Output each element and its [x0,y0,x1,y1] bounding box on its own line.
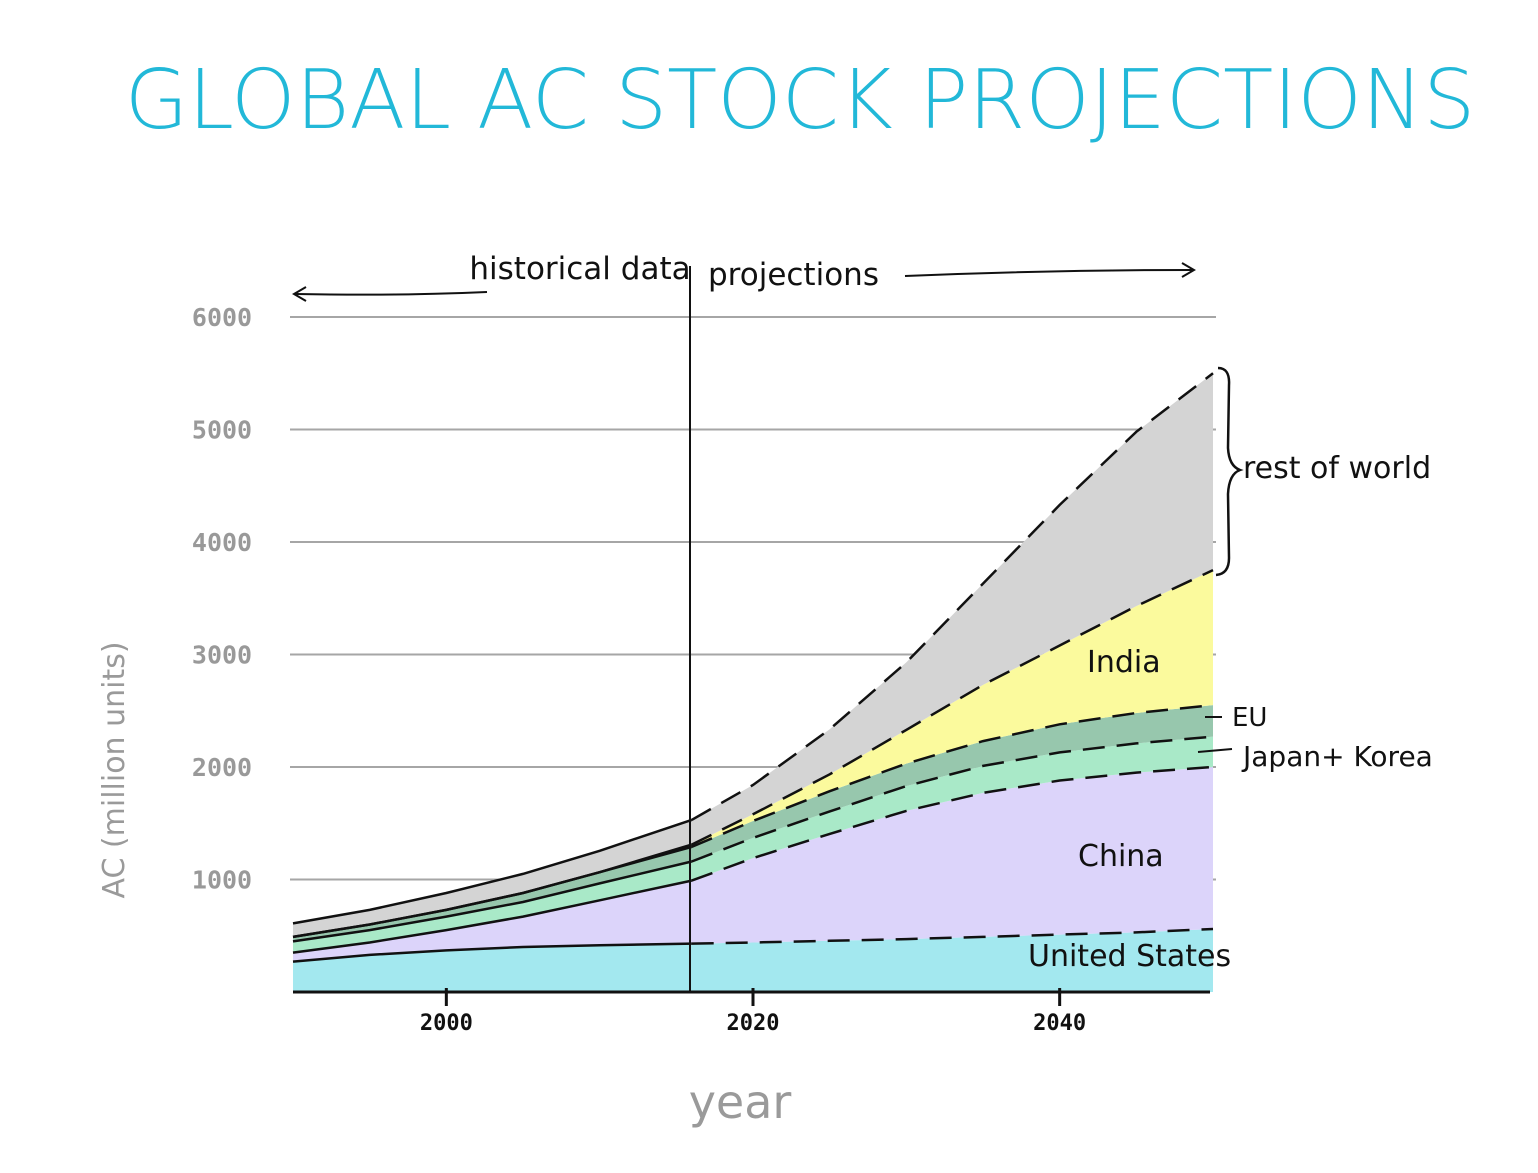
y-tick-label: 2000 [192,753,252,782]
x-axis-title: year [689,1075,792,1129]
y-tick-label: 4000 [192,528,252,557]
history-arrow [292,286,488,302]
series-boundary-historical [292,843,693,939]
area-china [293,767,1213,962]
label-rest-of-world: rest of world [1243,451,1431,486]
y-axis-title: AC (million units) [97,641,132,898]
series-boundary-projection [691,927,1214,945]
x-tick-labels: 2000 2020 2040 [420,988,1086,1036]
y-tick-label: 6000 [192,303,252,332]
series-boundary-projection [691,703,1214,849]
series-boundary-projection [691,765,1214,882]
rest-of-world-brace [1215,366,1244,577]
x-tick-label: 2040 [1033,1011,1086,1036]
series-boundary-projection [691,568,1214,846]
label-japan-korea: Japan+ Korea [1241,740,1433,773]
y-tick-label: 1000 [192,866,252,895]
stacked-areas [293,373,1213,992]
series-boundary-projection [691,735,1214,863]
series-boundary-historical [292,879,692,954]
x-tick-label: 2000 [420,1011,473,1036]
label-united-states: United States [1028,939,1231,974]
chart-title: GLOBAL AC STOCK PROJECTIONS [125,53,1476,148]
projection-arrow [904,262,1196,278]
y-tick-labels: 1000 2000 3000 4000 5000 6000 [192,303,252,895]
label-china: China [1078,839,1164,874]
label-eu: EU [1232,703,1267,733]
series-boundary-historical [292,818,693,925]
area-japan-korea [293,736,1213,953]
series-boundary-historical [292,860,692,943]
historical-data-label: historical data [469,251,690,287]
projections-label: projections [708,257,879,293]
area-rest-of-world [293,373,1213,937]
y-tick-label: 3000 [192,641,252,670]
area-united-states [293,929,1213,992]
x-tick-label: 2020 [727,1011,780,1036]
series-boundary-historical [292,942,692,963]
japan-korea-pointer [1197,748,1233,753]
y-tick-label: 5000 [192,416,252,445]
series-boundaries [292,372,1214,963]
label-india: India [1087,645,1161,680]
area-eu [293,705,1213,942]
series-boundary-projection [691,372,1214,821]
